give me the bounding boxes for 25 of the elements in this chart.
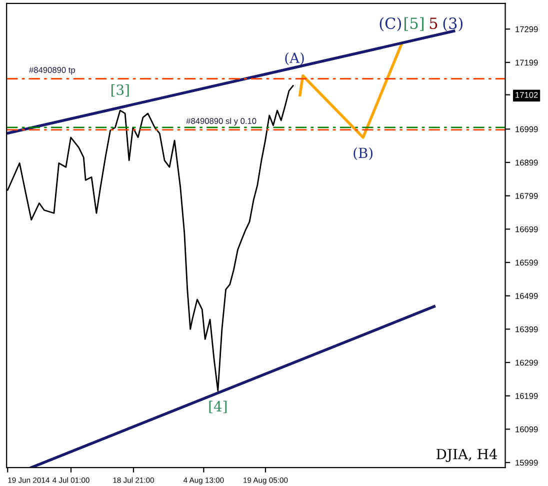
annotation: [4] <box>209 400 227 414</box>
y-tick-label: 15999 <box>516 460 538 466</box>
annotation: [5] <box>404 17 424 31</box>
y-tick-label: 16099 <box>516 426 538 432</box>
y-tick-label: 17102 <box>516 92 538 98</box>
y-tick-label: 16199 <box>516 393 538 399</box>
ref-line-label: #8490890 sl y 0.10 <box>186 118 256 126</box>
y-tick-label: 16399 <box>516 326 538 332</box>
annotation: (3) <box>443 17 463 32</box>
y-tick-label: 16699 <box>516 226 538 232</box>
y-tick-label: 17199 <box>516 60 538 66</box>
y-tick-label: 16899 <box>516 160 538 166</box>
annotation: (B) <box>354 147 372 160</box>
annotation: 5 <box>430 18 438 30</box>
y-tick-label: 16799 <box>516 192 538 199</box>
y-tick-label: 17299 <box>516 26 538 32</box>
y-tick-label: 16299 <box>516 360 538 366</box>
y-tick-label: 16999 <box>516 126 538 132</box>
annotation: (C) <box>380 17 402 32</box>
text: DJIA, H4 <box>436 448 498 462</box>
y-tick-label: 16599 <box>516 260 538 266</box>
y-tick-label: 16499 <box>516 293 538 299</box>
annotation: (A) <box>285 52 304 66</box>
ref-line-label: #8490890 tp <box>29 67 76 75</box>
annotation: [3] <box>112 84 129 97</box>
